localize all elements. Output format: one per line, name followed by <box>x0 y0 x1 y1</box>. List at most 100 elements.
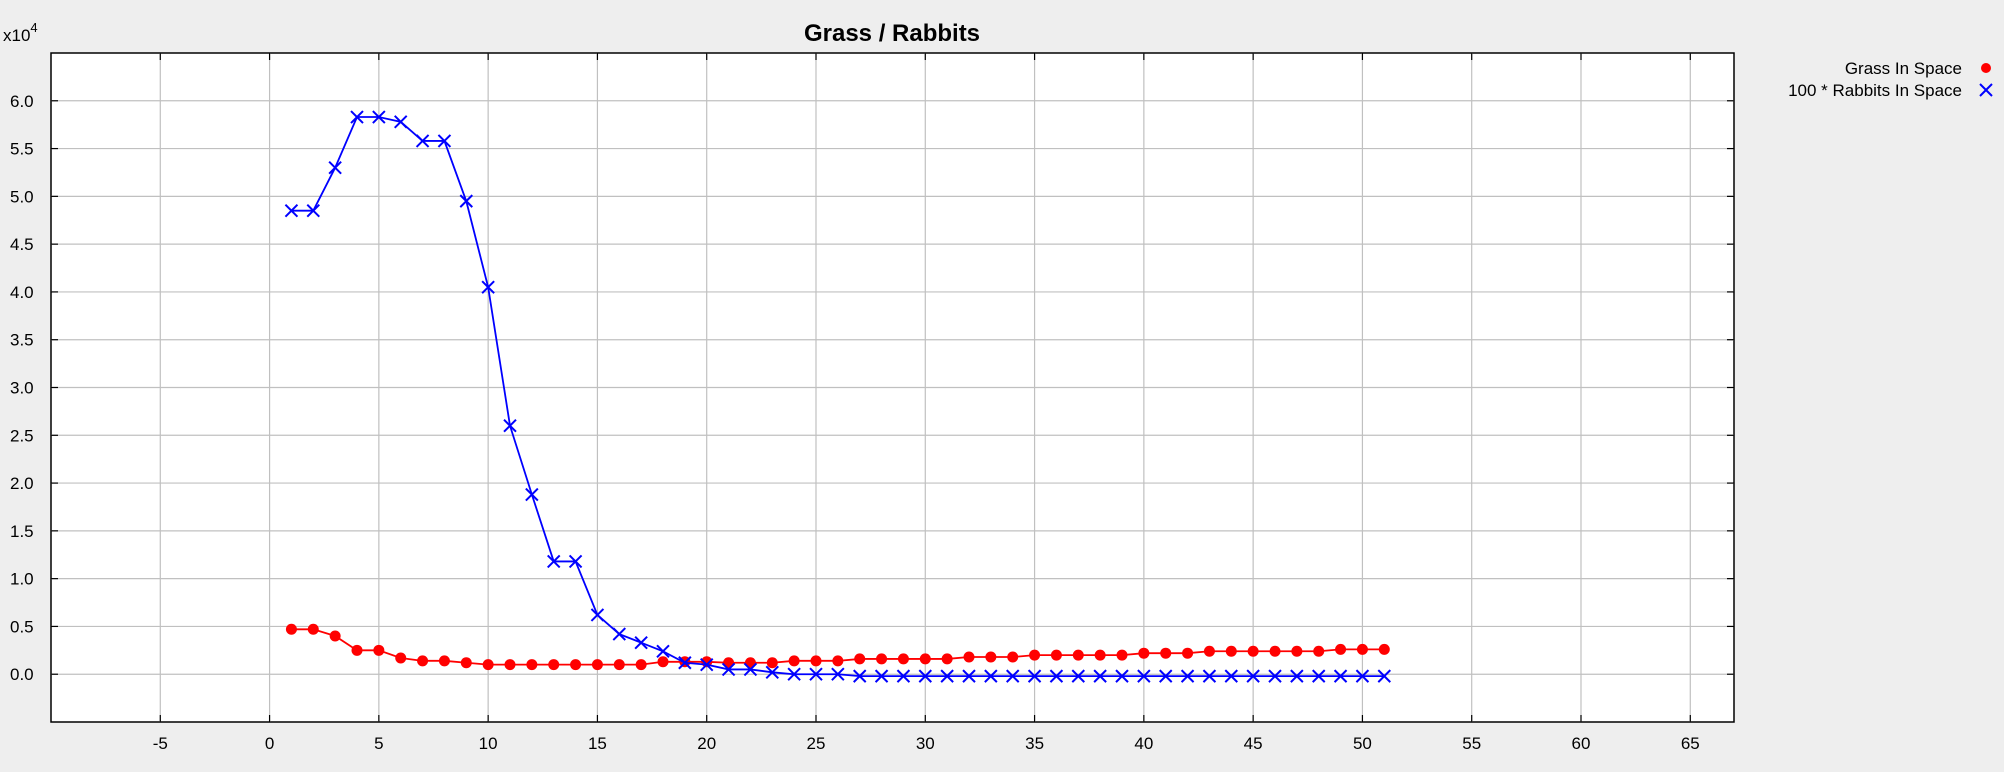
data-point <box>1094 649 1106 661</box>
x-tick-label: 5 <box>374 734 383 753</box>
legend-label: 100 * Rabbits In Space <box>1788 81 1962 100</box>
data-point <box>700 657 714 672</box>
legend-label: Grass In Space <box>1845 59 1962 78</box>
data-point <box>854 653 866 665</box>
data-point <box>918 669 932 683</box>
data-point <box>1333 669 1348 683</box>
data-point <box>1182 647 1194 659</box>
data-point <box>482 659 494 671</box>
data-point <box>721 662 736 677</box>
x-tick-label: 0 <box>265 734 274 753</box>
data-point <box>548 659 560 671</box>
data-point <box>831 667 845 681</box>
legend: Grass In Space 100 * Rabbits In Space <box>1788 59 1993 100</box>
x-tick-label: 55 <box>1462 734 1481 753</box>
data-point <box>1225 645 1237 657</box>
data-point <box>350 110 364 124</box>
y-tick-label: 5.0 <box>10 187 34 206</box>
data-point <box>1202 669 1217 683</box>
data-point <box>1290 669 1304 683</box>
data-point <box>940 669 954 683</box>
data-point <box>1007 651 1019 663</box>
data-point <box>962 669 976 683</box>
x-tick-label: 15 <box>588 734 607 753</box>
data-point <box>765 665 779 680</box>
x-tick-label: 35 <box>1025 734 1044 753</box>
data-point <box>547 554 561 569</box>
data-point <box>1049 669 1064 683</box>
y-tick-label: 5.5 <box>10 140 34 159</box>
data-point <box>438 655 450 667</box>
data-point <box>1138 647 1150 659</box>
y-tick-label: 3.5 <box>10 331 34 350</box>
data-point <box>307 623 319 635</box>
data-point <box>351 644 363 656</box>
data-point <box>678 656 692 670</box>
data-point <box>1093 669 1107 683</box>
y-multiplier-base: x10 <box>3 26 30 45</box>
x-tick-label: 45 <box>1244 734 1263 753</box>
data-point <box>1180 669 1195 683</box>
data-point <box>460 657 472 669</box>
series-layer <box>284 110 1391 683</box>
data-point <box>1027 669 1042 683</box>
x-tick-label: 40 <box>1134 734 1153 753</box>
data-point <box>613 659 625 671</box>
data-point <box>874 669 889 683</box>
data-point <box>656 644 670 658</box>
data-point <box>459 194 473 208</box>
data-point <box>1116 649 1128 661</box>
data-point <box>896 669 911 683</box>
data-point <box>504 659 516 671</box>
data-point <box>373 644 385 656</box>
y-tick-label: 1.0 <box>10 570 34 589</box>
data-point <box>788 655 800 667</box>
data-point <box>963 651 975 663</box>
data-point <box>1137 669 1151 683</box>
data-point <box>526 659 538 671</box>
data-point <box>743 662 758 677</box>
x-tick-label: 50 <box>1353 734 1372 753</box>
data-point <box>635 659 647 671</box>
x-tick-label: 25 <box>807 734 826 753</box>
data-point <box>328 160 342 175</box>
y-tick-label: 4.0 <box>10 283 34 302</box>
data-point <box>1269 645 1281 657</box>
legend-marker <box>1979 83 1993 97</box>
data-point <box>853 669 867 683</box>
data-point <box>590 608 605 622</box>
data-point <box>787 667 801 681</box>
data-point <box>306 203 320 218</box>
data-point <box>941 653 953 665</box>
data-point <box>634 635 648 650</box>
data-point <box>1203 645 1215 657</box>
data-point <box>284 203 299 218</box>
y-tick-label: 0.5 <box>10 617 34 636</box>
data-point <box>1356 643 1368 655</box>
y-tick-label: 3.0 <box>10 379 34 398</box>
data-point <box>1312 669 1326 683</box>
y-tick-label: 1.5 <box>10 522 34 541</box>
x-tick-label: 60 <box>1572 734 1591 753</box>
data-point <box>1268 669 1282 683</box>
x-tick-label: 10 <box>479 734 498 753</box>
data-point <box>1029 649 1041 661</box>
ticks: -5 0 5 10 15 20 25 30 35 40 45 50 55 60 65 0.0 0.5 1.0 1.5… <box>10 53 1734 753</box>
x-tick-label: 30 <box>916 734 935 753</box>
data-point <box>437 134 452 148</box>
data-point <box>1006 669 1020 683</box>
data-point <box>285 623 297 635</box>
data-point <box>1115 669 1129 683</box>
y-tick-label: 4.5 <box>10 235 34 254</box>
data-point <box>372 110 386 124</box>
y-tick-label: 0.0 <box>10 665 34 684</box>
data-point <box>919 653 931 665</box>
data-point <box>329 630 341 642</box>
data-point <box>1050 649 1062 661</box>
data-point <box>1160 647 1172 659</box>
data-point <box>897 653 909 665</box>
series-1 <box>284 110 1391 683</box>
y-multiplier-exponent: 4 <box>30 20 37 35</box>
data-point <box>1247 645 1259 657</box>
